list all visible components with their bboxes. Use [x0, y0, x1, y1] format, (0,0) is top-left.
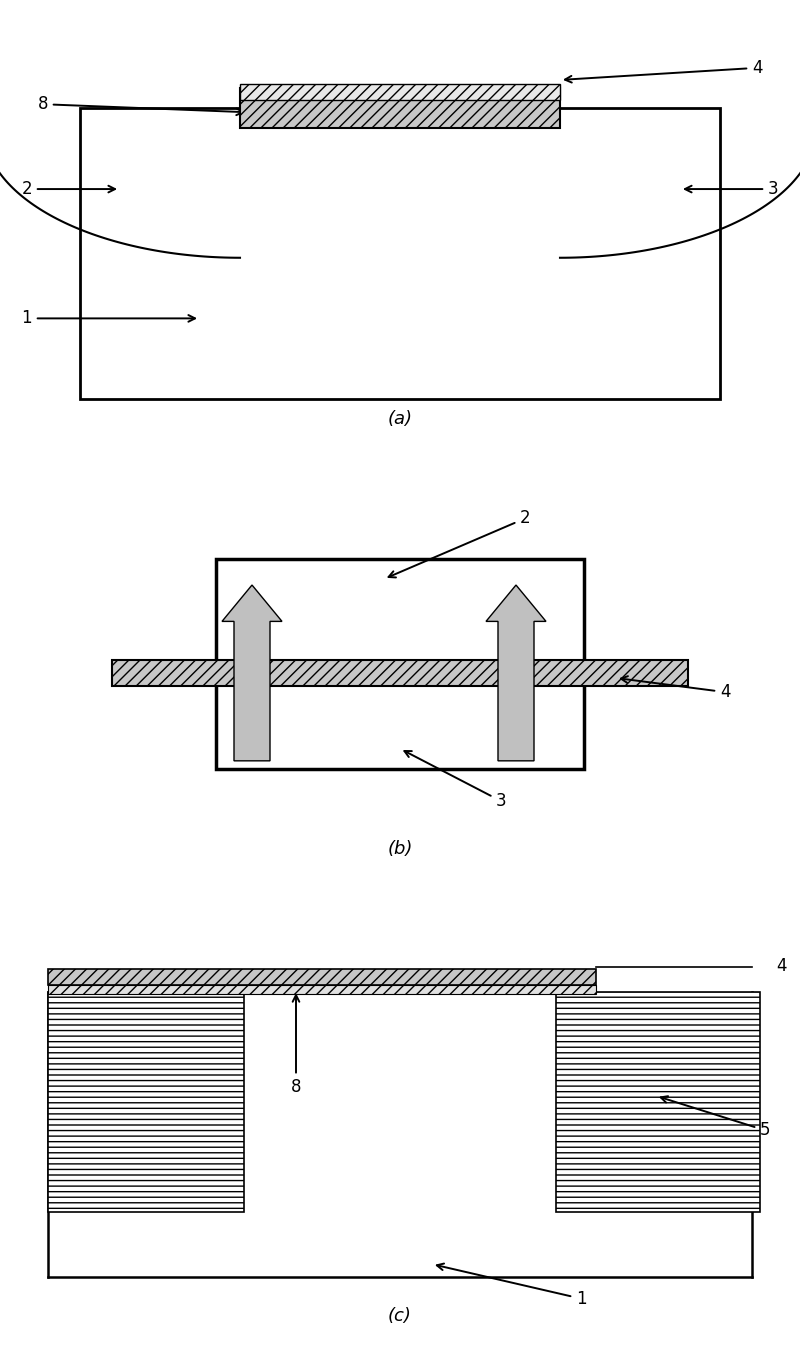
Bar — [48, 969, 596, 985]
Text: 4: 4 — [776, 958, 786, 975]
Bar — [216, 559, 584, 769]
Text: 2: 2 — [22, 179, 115, 199]
Text: (c): (c) — [388, 1307, 412, 1325]
Bar — [240, 88, 560, 129]
Bar — [240, 84, 560, 100]
Text: 5: 5 — [661, 1096, 770, 1140]
Text: 1: 1 — [437, 1263, 586, 1308]
Bar — [48, 992, 244, 1212]
Text: 8: 8 — [290, 995, 302, 1096]
FancyArrow shape — [222, 585, 282, 760]
Bar — [112, 660, 688, 686]
Bar — [80, 108, 720, 399]
Text: 4: 4 — [565, 59, 762, 82]
Text: (b): (b) — [387, 840, 413, 858]
Bar — [556, 992, 760, 1212]
FancyArrow shape — [486, 585, 546, 760]
Text: 4: 4 — [621, 677, 730, 701]
Text: 3: 3 — [404, 751, 506, 810]
Bar — [48, 985, 596, 995]
Text: 1: 1 — [22, 310, 195, 327]
Text: 3: 3 — [685, 179, 778, 199]
Text: 2: 2 — [389, 510, 530, 577]
Text: (a): (a) — [387, 410, 413, 427]
Text: 8: 8 — [38, 95, 243, 115]
